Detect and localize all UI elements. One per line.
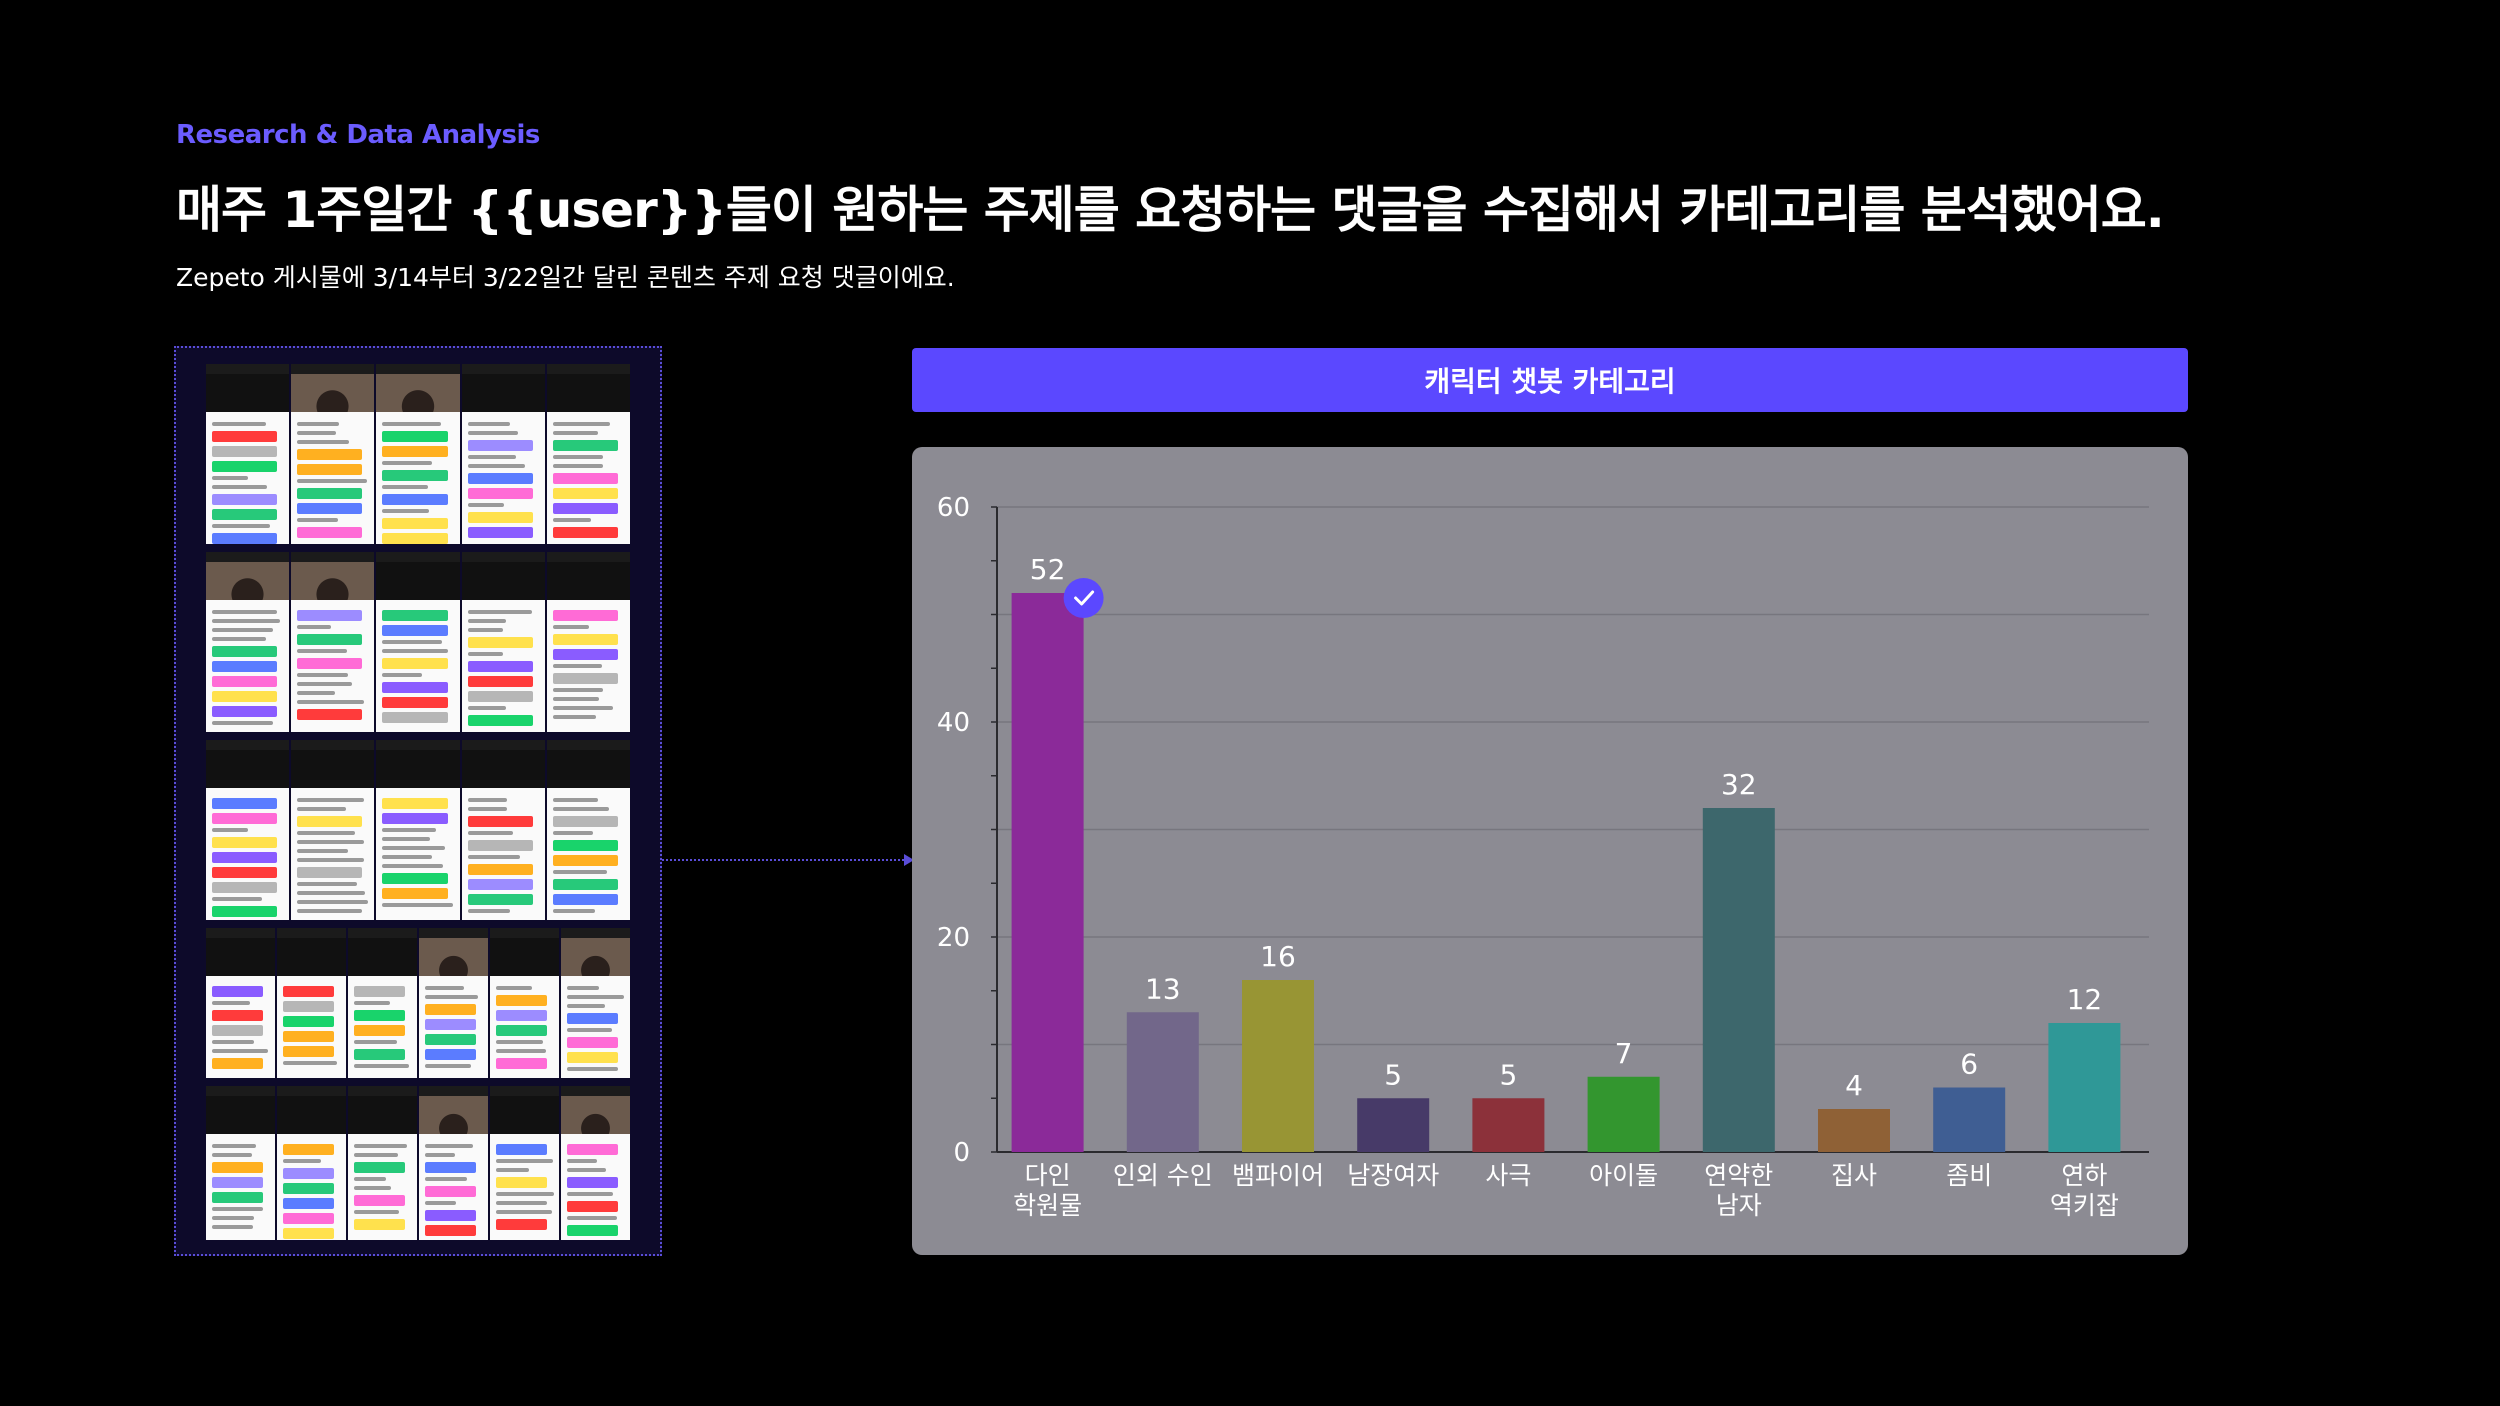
- x-tick-label: 인외 수인: [1113, 1161, 1213, 1190]
- x-tick-label: 다인: [1025, 1161, 1071, 1190]
- bar: [1242, 980, 1314, 1152]
- comment-screenshot-thumbnail: [419, 1086, 488, 1240]
- x-tick-label: 집사: [1831, 1161, 1877, 1190]
- bar: [1472, 1098, 1545, 1152]
- comment-screenshot-thumbnail: [461, 740, 545, 920]
- x-tick-label: 뱀파이어: [1232, 1161, 1324, 1190]
- comment-screenshot-thumbnail: [348, 928, 417, 1078]
- connector-line: [662, 859, 908, 861]
- data-label: 4: [1845, 1069, 1863, 1102]
- connector-arrow-icon: [904, 854, 914, 866]
- x-tick-label: 남장여자: [1347, 1161, 1439, 1190]
- chart-header: 캐릭터 챗봇 카테고리: [912, 348, 2188, 412]
- y-tick-label: 0: [953, 1138, 970, 1168]
- bar: [1702, 808, 1775, 1152]
- comment-screenshot-collage: [174, 346, 662, 1256]
- data-label: 5: [1384, 1058, 1402, 1091]
- bar: [1587, 1076, 1660, 1152]
- comment-screenshot-thumbnail: [348, 1086, 417, 1240]
- comment-screenshot-thumbnail: [277, 1086, 346, 1240]
- subline: Zepeto 게시물에 3/14부터 3/22일간 달린 콘텐츠 주제 요청 댓…: [176, 263, 955, 292]
- comment-screenshot-thumbnail: [376, 364, 460, 544]
- comment-screenshot-thumbnail: [561, 928, 630, 1078]
- data-label: 13: [1145, 972, 1181, 1005]
- bar: [1011, 593, 1084, 1152]
- data-label: 7: [1615, 1037, 1633, 1070]
- x-tick-label: 사극: [1485, 1161, 1531, 1190]
- comment-screenshot-thumbnail: [291, 552, 375, 732]
- data-label: 5: [1499, 1058, 1517, 1091]
- bar: [2048, 1023, 2121, 1152]
- comment-screenshot-thumbnail: [206, 928, 275, 1078]
- x-tick-label: 아이돌: [1589, 1161, 1658, 1190]
- comment-screenshot-thumbnail: [206, 740, 290, 920]
- x-tick-label: 연하: [2061, 1161, 2107, 1190]
- eyebrow: Research & Data Analysis: [176, 120, 540, 150]
- x-tick-label: 역키잡: [2050, 1191, 2119, 1220]
- x-tick-label: 남자: [1716, 1191, 1762, 1220]
- comment-screenshot-thumbnail: [546, 364, 630, 544]
- bar: [1357, 1098, 1430, 1152]
- data-label: 6: [1960, 1048, 1978, 1081]
- headline: 매주 1주일간 {{user}}들이 원하는 주제를 요청하는 댓글을 수집해서…: [176, 181, 2165, 239]
- comment-screenshot-thumbnail: [490, 1086, 559, 1240]
- x-tick-label: 연약한: [1704, 1161, 1773, 1190]
- y-tick-label: 20: [937, 923, 970, 953]
- bar-layer: [1011, 593, 2121, 1152]
- comment-screenshot-thumbnail: [419, 928, 488, 1078]
- comment-screenshot-thumbnail: [291, 364, 375, 544]
- bar: [1818, 1109, 1890, 1152]
- comment-screenshot-thumbnail: [277, 928, 346, 1078]
- comment-screenshot-thumbnail: [376, 552, 460, 732]
- data-label: 32: [1721, 768, 1757, 801]
- data-label: 52: [1030, 553, 1066, 586]
- bar: [1126, 1012, 1199, 1152]
- x-tick-label: 좀비: [1946, 1161, 1992, 1190]
- y-tick-label: 40: [937, 708, 970, 738]
- comment-screenshot-thumbnail: [206, 1086, 275, 1240]
- bar: [1933, 1087, 2006, 1152]
- comment-screenshot-thumbnail: [490, 928, 559, 1078]
- x-tick-label: 학원물: [1013, 1191, 1082, 1220]
- check-mark-icon: [1074, 590, 1095, 606]
- comment-screenshot-thumbnail: [546, 740, 630, 920]
- y-tick-label: 60: [937, 493, 970, 523]
- comment-screenshot-thumbnail: [546, 552, 630, 732]
- data-label: 12: [2067, 983, 2103, 1016]
- check-circle-icon: [1063, 578, 1104, 618]
- comment-screenshot-thumbnail: [376, 740, 460, 920]
- data-label: 16: [1260, 940, 1296, 973]
- comment-screenshot-thumbnail: [561, 1086, 630, 1240]
- comment-screenshot-thumbnail: [461, 552, 545, 732]
- comment-screenshot-thumbnail: [206, 552, 290, 732]
- comment-screenshot-thumbnail: [206, 364, 290, 544]
- comment-screenshot-thumbnail: [461, 364, 545, 544]
- comment-screenshot-thumbnail: [291, 740, 375, 920]
- collage-grid: [206, 364, 630, 1240]
